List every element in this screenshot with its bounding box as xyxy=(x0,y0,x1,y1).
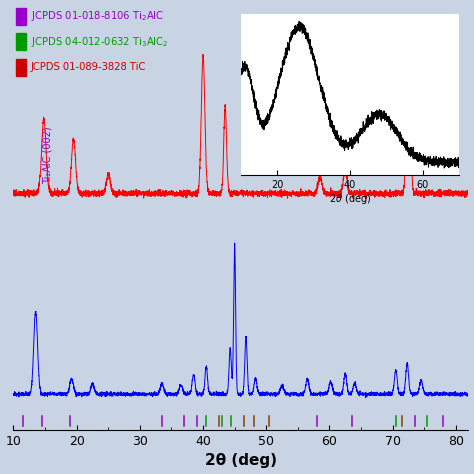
Bar xyxy=(16,8,26,25)
Text: JCPDS 01-089-3828 TiC: JCPDS 01-089-3828 TiC xyxy=(31,62,146,72)
X-axis label: 2θ (deg): 2θ (deg) xyxy=(205,454,277,468)
Text: JCPDS 04-012-0632 Ti$_3$AlC$_2$: JCPDS 04-012-0632 Ti$_3$AlC$_2$ xyxy=(31,35,168,49)
Text: Ti₂AlC (002): Ti₂AlC (002) xyxy=(43,126,53,184)
Bar xyxy=(16,59,26,75)
Text: JCPDS 01-018-8106 Ti$_2$AlC: JCPDS 01-018-8106 Ti$_2$AlC xyxy=(31,9,164,23)
Bar xyxy=(16,33,26,50)
